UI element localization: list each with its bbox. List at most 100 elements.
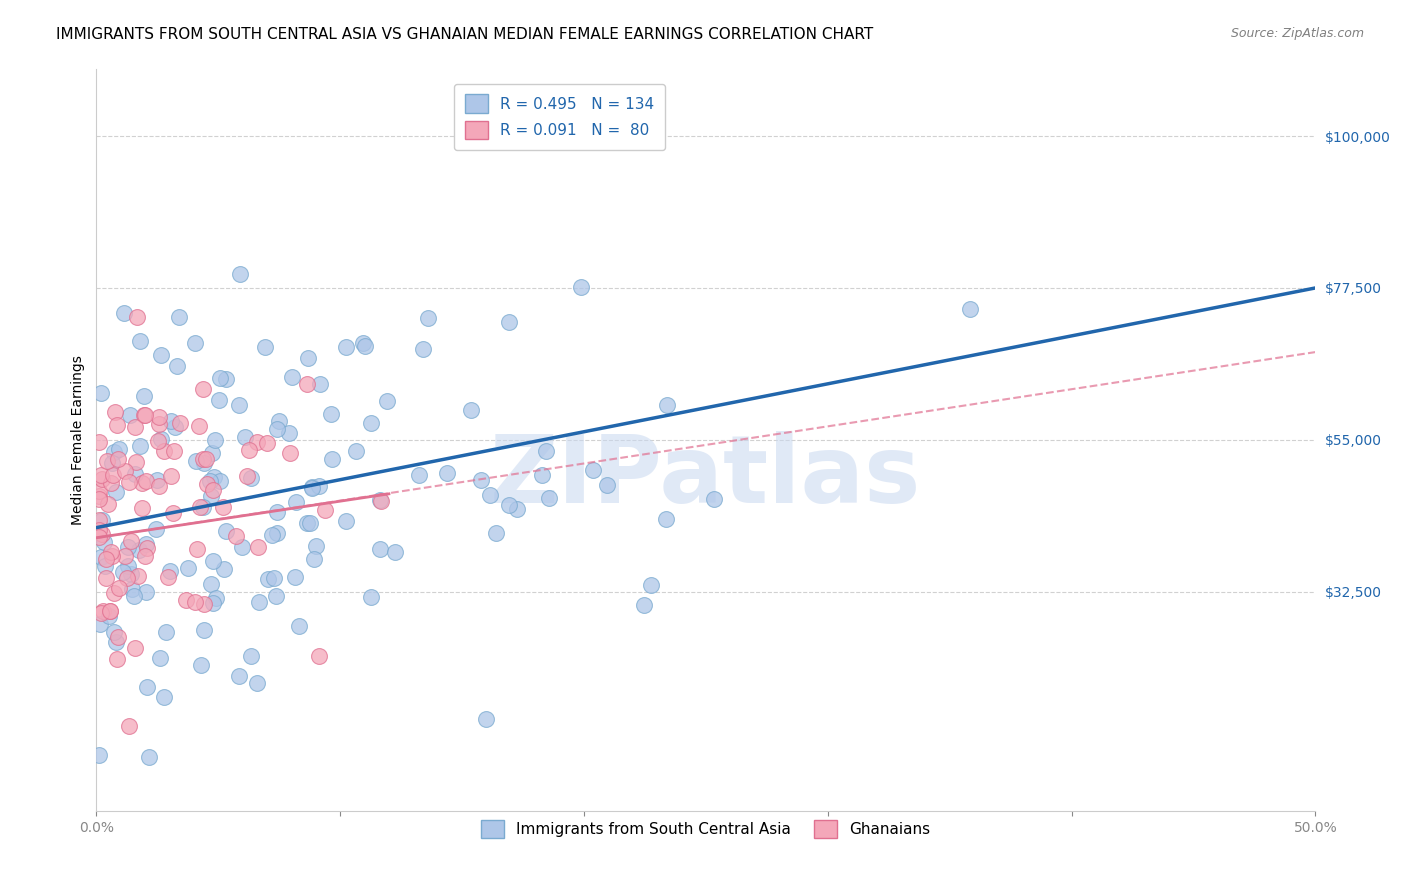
Point: [148, 479, 170, 493]
Point: [104, 635, 127, 649]
Point: [470, 473, 492, 487]
Point: [408, 468, 430, 483]
Point: [89, 492, 111, 507]
Point: [238, 442, 260, 457]
Point: [368, 541, 391, 556]
Point: [308, 648, 330, 663]
Point: [101, 467, 124, 482]
Point: [145, 522, 167, 536]
Point: [191, 500, 214, 514]
Point: [117, 540, 139, 554]
Point: [655, 398, 678, 412]
Point: [370, 493, 392, 508]
Point: [131, 475, 153, 490]
Point: [266, 525, 288, 540]
Point: [167, 310, 190, 324]
Point: [201, 596, 224, 610]
Point: [205, 591, 228, 605]
Legend: Immigrants from South Central Asia, Ghanaians: Immigrants from South Central Asia, Ghan…: [475, 814, 936, 845]
Point: [596, 477, 619, 491]
Point: [87, 489, 110, 503]
Point: [163, 420, 186, 434]
Point: [107, 417, 129, 432]
Point: [134, 549, 156, 564]
Point: [655, 512, 678, 526]
Point: [640, 578, 662, 592]
Point: [115, 571, 138, 585]
Point: [278, 426, 301, 441]
Point: [132, 408, 155, 422]
Point: [91, 472, 114, 486]
Point: [112, 306, 135, 320]
Point: [87, 434, 110, 449]
Point: [100, 545, 122, 559]
Point: [129, 439, 152, 453]
Point: [201, 446, 224, 460]
Point: [124, 420, 146, 434]
Point: [98, 604, 121, 618]
Point: [114, 463, 136, 477]
Point: [198, 475, 221, 489]
Point: [117, 475, 139, 489]
Point: [215, 524, 238, 539]
Point: [128, 543, 150, 558]
Point: [124, 467, 146, 481]
Point: [94, 571, 117, 585]
Point: [184, 335, 207, 350]
Point: [150, 348, 173, 362]
Point: [96, 497, 118, 511]
Point: [103, 624, 125, 639]
Point: [155, 625, 177, 640]
Point: [212, 500, 235, 514]
Point: [103, 444, 125, 458]
Point: [335, 514, 357, 528]
Point: [229, 267, 252, 281]
Point: [107, 631, 129, 645]
Point: [209, 474, 232, 488]
Point: [478, 488, 501, 502]
Point: [354, 339, 377, 353]
Point: [377, 394, 399, 409]
Point: [239, 649, 262, 664]
Point: [148, 417, 170, 431]
Point: [184, 453, 207, 467]
Point: [498, 498, 520, 512]
Point: [266, 505, 288, 519]
Point: [136, 541, 159, 555]
Point: [246, 434, 269, 449]
Point: [228, 398, 250, 412]
Text: ZIPatlas: ZIPatlas: [491, 431, 921, 523]
Point: [159, 468, 181, 483]
Point: [96, 552, 118, 566]
Point: [308, 478, 330, 492]
Point: [107, 452, 129, 467]
Point: [201, 483, 224, 497]
Point: [236, 469, 259, 483]
Point: [111, 566, 134, 580]
Point: [569, 280, 592, 294]
Point: [90, 550, 112, 565]
Point: [281, 370, 304, 384]
Point: [208, 392, 231, 407]
Point: [127, 310, 149, 325]
Point: [94, 558, 117, 573]
Point: [263, 571, 285, 585]
Point: [284, 495, 307, 509]
Point: [215, 371, 238, 385]
Point: [90, 513, 112, 527]
Point: [159, 414, 181, 428]
Point: [335, 340, 357, 354]
Point: [416, 310, 439, 325]
Point: [174, 593, 197, 607]
Point: [360, 590, 382, 604]
Point: [89, 617, 111, 632]
Point: [131, 501, 153, 516]
Point: [166, 359, 188, 373]
Point: [153, 444, 176, 458]
Point: [162, 443, 184, 458]
Y-axis label: Median Female Earnings: Median Female Earnings: [72, 355, 86, 524]
Point: [87, 748, 110, 763]
Text: Source: ZipAtlas.com: Source: ZipAtlas.com: [1230, 27, 1364, 40]
Point: [352, 335, 374, 350]
Point: [302, 551, 325, 566]
